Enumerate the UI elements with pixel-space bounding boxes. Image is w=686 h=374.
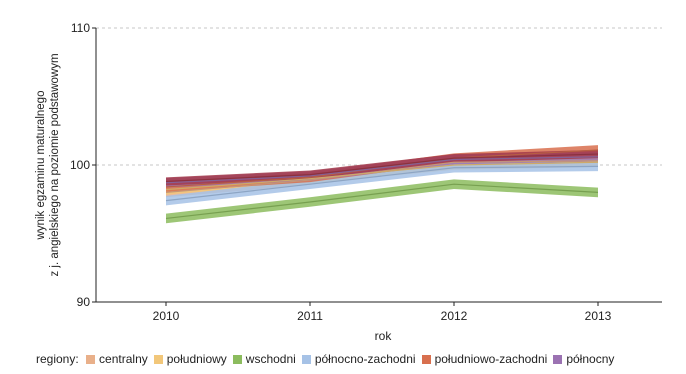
series-line-wschodni bbox=[165, 183, 599, 220]
legend-label: południowy bbox=[166, 352, 227, 366]
x-tick-label: 2011 bbox=[297, 309, 323, 323]
y-tick-label: 100 bbox=[70, 158, 90, 172]
legend-item-wschodni: wschodni bbox=[232, 352, 296, 366]
legend-label: północny bbox=[566, 352, 615, 366]
y-axis-label-line-1: wynik egzaminu maturalnego bbox=[35, 91, 47, 241]
legend-item-północny: północny bbox=[553, 352, 614, 366]
y-tick-label: 110 bbox=[71, 21, 90, 35]
legend-item-południowy: południowy bbox=[153, 352, 227, 366]
series-line-centralny bbox=[165, 160, 599, 193]
x-tick-label: 2013 bbox=[585, 309, 612, 323]
series-line-północny bbox=[165, 156, 599, 184]
series-lines bbox=[165, 149, 599, 220]
series-band-północno-zachodni bbox=[166, 161, 598, 206]
legend-item-południowo-zachodni: południowo-zachodni bbox=[421, 352, 548, 366]
x-axis-label: rok bbox=[375, 329, 393, 343]
x-ticks: 2010 2011 2012 2013 bbox=[153, 302, 612, 323]
legend-title: regiony: bbox=[36, 352, 79, 366]
y-axis-label: wynik egzaminu maturalnego z j. angielsk… bbox=[35, 53, 61, 276]
x-tick-label: 2010 bbox=[153, 309, 180, 323]
y-axis-label-line-2: z j. angielskiego na poziomie podstawowy… bbox=[49, 53, 61, 276]
legend-item-północno-zachodni: północno-zachodni bbox=[301, 352, 416, 366]
series-line-północno-zachodni bbox=[165, 165, 599, 202]
y-ticks: 90 100 110 bbox=[70, 21, 96, 309]
y-tick-label: 90 bbox=[77, 295, 91, 309]
legend-item-centralny: centralny bbox=[86, 352, 148, 366]
legend-swatch bbox=[153, 355, 163, 364]
legend-swatch bbox=[86, 355, 96, 364]
legend-swatch bbox=[421, 355, 431, 364]
series-band-wschodni bbox=[166, 179, 598, 224]
series-line-południowy bbox=[165, 161, 599, 191]
legend: regiony: centralny południowy wschodni półn… bbox=[36, 352, 686, 372]
legend-swatch bbox=[553, 355, 563, 364]
legend-swatch bbox=[232, 355, 242, 364]
legend-label: centralny bbox=[99, 352, 148, 366]
series-line-series-6 bbox=[165, 153, 599, 183]
x-tick-label: 2012 bbox=[441, 309, 468, 323]
legend-swatch bbox=[301, 355, 311, 364]
legend-label: północno-zachodni bbox=[314, 352, 416, 366]
grid bbox=[96, 27, 662, 166]
legend-label: wschodni bbox=[245, 352, 296, 366]
legend-label: południowo-zachodni bbox=[434, 352, 548, 366]
